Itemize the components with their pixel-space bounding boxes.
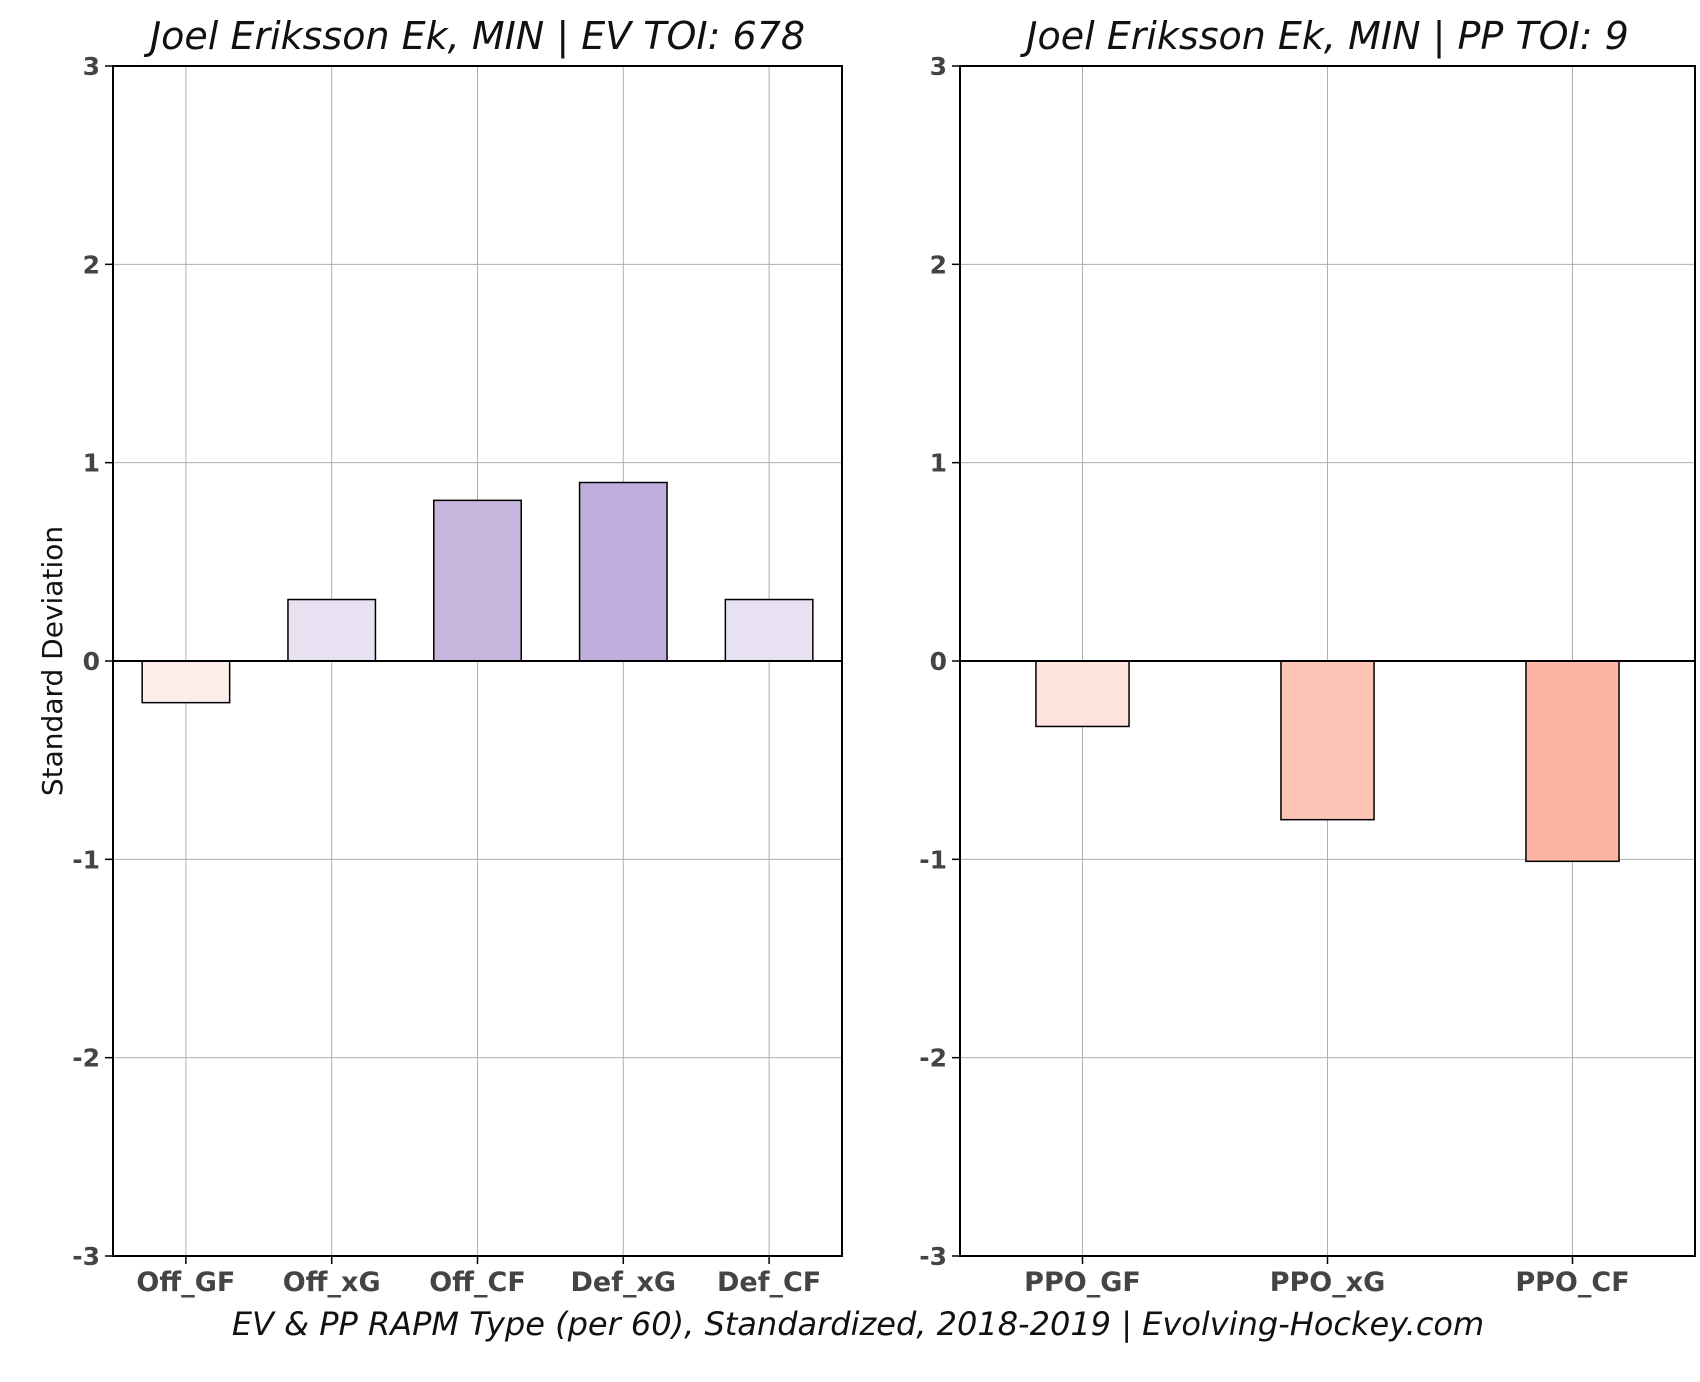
bar-off-cf — [433, 499, 522, 662]
bar-def-xg — [578, 481, 668, 662]
chart-title: Joel Eriksson Ek, MIN | PP TOI: 9 — [1019, 14, 1629, 59]
y-tick-label: 2 — [83, 250, 100, 279]
y-tick-label: 0 — [83, 647, 100, 676]
bar-def-cf — [724, 598, 814, 662]
x-tick-label: PPO_GF — [1024, 1267, 1141, 1298]
y-tick-label: 1 — [930, 449, 947, 478]
chart-title: Joel Eriksson Ek, MIN | EV TOI: 678 — [143, 14, 805, 59]
y-tick-label: -3 — [919, 1242, 947, 1271]
x-tick-label: Off_GF — [136, 1267, 235, 1298]
bar-off-gf — [141, 660, 231, 704]
x-tick-label: Def_CF — [717, 1267, 821, 1298]
pp-rapm-chart: -3 -2 -1 0 1 2 3 PPO_GF PPO_xG PPO_CF Joel Eriksso… — [919, 14, 1696, 1298]
y-tick-label: 3 — [930, 52, 947, 81]
x-tick-label: PPO_CF — [1515, 1267, 1629, 1298]
x-tick-label: Off_xG — [283, 1267, 381, 1298]
bar-ppo-cf — [1525, 660, 1620, 863]
y-tick-label: -1 — [72, 845, 100, 874]
y-tick-label: -3 — [72, 1242, 100, 1271]
y-tick-label: 2 — [930, 250, 947, 279]
y-tick-label: -1 — [919, 845, 947, 874]
bar-off-xg — [287, 598, 377, 662]
x-tick-label: Off_CF — [429, 1267, 526, 1298]
y-tick-label: -2 — [72, 1044, 100, 1073]
x-tick-label: Def_xG — [571, 1267, 677, 1298]
bar-ppo-gf — [1035, 660, 1130, 728]
ev-rapm-chart: -3 -2 -1 0 1 2 3 Off_GF Off_xG Off_CF Def_xG Def_CF… — [36, 14, 843, 1298]
figure-caption: EV & PP RAPM Type (per 60), Standardized… — [232, 1305, 1484, 1343]
y-tick-label: 3 — [83, 52, 100, 81]
bar-ppo-xg — [1280, 660, 1375, 821]
y-tick-label: 1 — [83, 449, 100, 478]
y-axis-label: Standard Deviation — [36, 526, 69, 796]
x-tick-label: PPO_xG — [1270, 1267, 1386, 1298]
y-tick-label: -2 — [919, 1044, 947, 1073]
y-tick-label: 0 — [930, 647, 947, 676]
